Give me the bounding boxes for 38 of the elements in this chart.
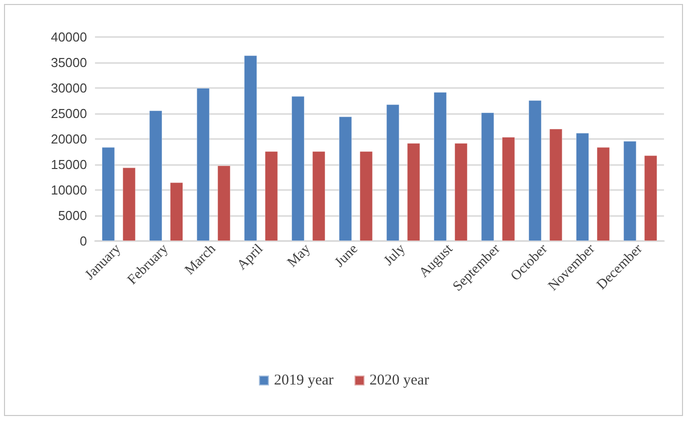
- bar: [576, 132, 589, 241]
- bar: [217, 166, 230, 241]
- bar: [122, 168, 136, 241]
- bar: [291, 96, 304, 241]
- bar: [386, 104, 400, 241]
- bar: [434, 92, 447, 241]
- bar: [360, 151, 373, 241]
- y-tick-label: 25000: [50, 106, 87, 121]
- y-tick-label: 30000: [50, 80, 87, 96]
- y-tick-label: 5000: [58, 208, 87, 223]
- bar: [549, 128, 562, 241]
- bar: [644, 155, 658, 241]
- bar: [502, 136, 515, 241]
- bar: [264, 151, 278, 241]
- bar: [102, 147, 115, 241]
- bar: [338, 116, 352, 241]
- bar: [407, 143, 420, 241]
- y-tick-label: 20000: [50, 132, 87, 146]
- bar: [170, 182, 184, 241]
- legend-label: 2019 year: [274, 372, 334, 388]
- y-tick-label: 35000: [50, 55, 87, 70]
- legend-label: 2020 year: [370, 372, 430, 388]
- bar: [528, 100, 542, 241]
- bar: [149, 110, 162, 241]
- x-tick-label: May: [284, 242, 314, 270]
- y-tick-label: 10000: [50, 182, 87, 198]
- y-tick-label: 40000: [50, 30, 87, 44]
- y-tick-label: 0: [80, 234, 87, 248]
- bar: [623, 141, 636, 241]
- bar: [312, 151, 326, 241]
- x-tick-label: June: [332, 242, 362, 270]
- bar: [596, 147, 610, 241]
- bar: [244, 55, 258, 241]
- bar: [196, 88, 210, 241]
- y-tick-label: 15000: [50, 157, 87, 172]
- x-tick-label: July: [381, 242, 409, 269]
- bar: [454, 143, 468, 241]
- bar: [481, 112, 494, 241]
